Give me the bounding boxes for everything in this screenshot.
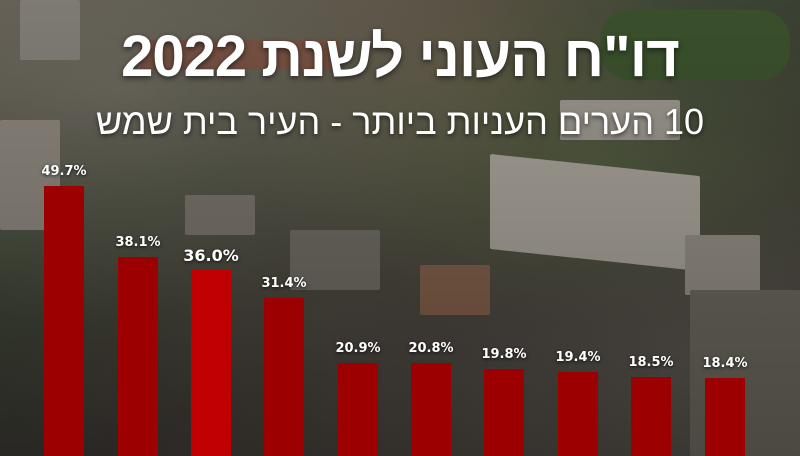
bar-value-label: 49.7% — [41, 164, 87, 179]
chart-bar — [264, 298, 304, 456]
chart-bar — [118, 257, 158, 456]
chart-bar — [411, 363, 451, 456]
chart-bar — [705, 378, 745, 456]
chart-bar — [631, 377, 671, 456]
chart-bar — [558, 372, 598, 456]
bar-value-label: 19.4% — [555, 350, 601, 365]
bar-value-label: 18.4% — [702, 356, 748, 371]
chart-bar — [44, 186, 84, 456]
bar-value-label: 31.4% — [261, 276, 307, 291]
bar-value-label: 20.8% — [408, 341, 454, 356]
page-subtitle: 10 הערים העניות ביותר - העיר בית שמש — [95, 101, 705, 142]
chart-bar — [338, 363, 378, 456]
chart-bar — [191, 270, 231, 456]
page-title: דו"ח העוני לשנת 2022 — [121, 24, 680, 89]
chart-bar — [484, 369, 524, 456]
bar-value-label: 18.5% — [628, 355, 674, 370]
bar-value-label: 19.8% — [481, 347, 527, 362]
bar-value-label: 38.1% — [115, 235, 161, 250]
bar-value-label: 20.9% — [335, 341, 381, 356]
bar-value-label: 36.0% — [183, 246, 239, 265]
